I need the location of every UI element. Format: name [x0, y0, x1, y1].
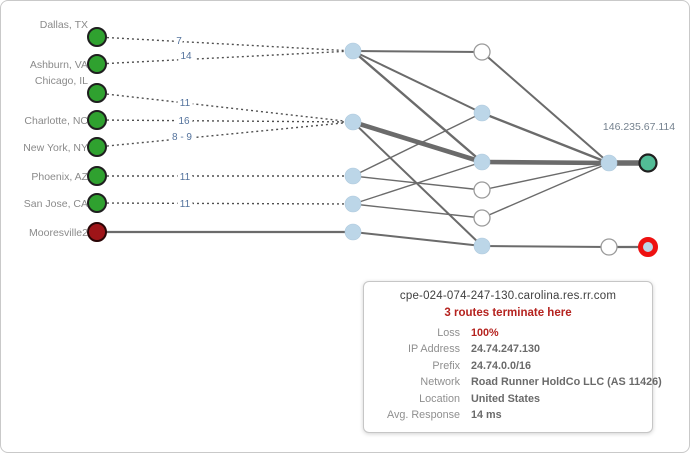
- tooltip-detail-rows: Loss 100% IP Address 24.74.247.130 Prefix 24.…: [374, 325, 662, 423]
- tooltip-row: Avg. Response 14 ms: [374, 407, 642, 423]
- hop-latency-label: 7: [176, 36, 182, 47]
- route-edge-hop-b1-hop-hub: [481, 51, 610, 164]
- hop-b3-node[interactable]: [473, 153, 491, 171]
- target-error-node[interactable]: [638, 237, 658, 257]
- source-label-src-ashburn: Ashburn, VA: [30, 59, 88, 71]
- src-chicago-node[interactable]: [87, 83, 107, 103]
- route-edge-hop-a4-hop-b5: [352, 203, 483, 219]
- source-label-src-mooresville: Mooresville2: [29, 227, 88, 239]
- hop-b6-node[interactable]: [473, 237, 491, 255]
- hop-a2-node[interactable]: [344, 113, 362, 131]
- route-edge-src-chicago-hop-a2: [96, 92, 354, 123]
- destination-ip-label: 146.235.67.114: [603, 121, 675, 133]
- tooltip-row-label: Prefix: [432, 359, 460, 372]
- tooltip-row-value: 14 ms: [471, 409, 502, 422]
- target-main-node[interactable]: [638, 153, 658, 173]
- hop-a5-node[interactable]: [344, 223, 362, 241]
- hop-latency-label: 14: [180, 51, 192, 62]
- tooltip-row-value: 100%: [471, 327, 499, 339]
- src-dallas-node[interactable]: [87, 27, 107, 47]
- src-newyork-node[interactable]: [87, 137, 107, 157]
- tooltip-row-label: Avg. Response: [386, 409, 460, 422]
- route-edge-hop-a3-hop-b2: [352, 112, 483, 177]
- tooltip-row-label: IP Address: [407, 343, 460, 356]
- hop-latency-label: 11: [180, 98, 191, 109]
- source-label-src-dallas: Dallas, TX: [40, 19, 88, 31]
- route-edge-hop-b6-hop-w3: [481, 245, 610, 248]
- src-ashburn-node[interactable]: [87, 54, 107, 74]
- route-edge-src-newyork-hop-a2: [96, 121, 354, 148]
- route-edge-hop-a1-hop-b2: [352, 50, 483, 114]
- route-edge-src-ashburn-hop-a1: [96, 50, 354, 65]
- tooltip-row-value: 24.74.0.0/16: [471, 359, 532, 372]
- route-edge-hop-a1-hop-b1: [352, 50, 483, 53]
- route-edge-hop-b4-hop-hub: [481, 162, 610, 191]
- tooltip-row-value: 24.74.247.130: [471, 343, 541, 356]
- route-edge-hop-a2-hop-b3: [352, 119, 483, 165]
- hop-latency-label: 11: [180, 172, 191, 183]
- hop-latency-label: 16: [178, 116, 190, 127]
- hop-a4-node[interactable]: [344, 195, 362, 213]
- tooltip-row: Loss 100%: [374, 325, 642, 341]
- tooltip-row-value: Road Runner HoldCo LLC (AS 11426): [471, 376, 662, 389]
- source-label-src-charlotte: Charlotte, NC: [24, 115, 88, 127]
- route-edge-src-dallas-hop-a1: [96, 36, 354, 52]
- source-label-src-phoenix: Phoenix, AZ: [31, 171, 88, 183]
- hop-a1-node[interactable]: [344, 42, 362, 60]
- node-tooltip: cpe-024-074-247-130.carolina.res.rr.com …: [363, 281, 662, 434]
- tooltip-row-value: United States: [471, 392, 540, 405]
- tooltip-row: Location United States: [374, 391, 642, 407]
- route-edge-src-charlotte-hop-a2: [96, 119, 354, 123]
- route-edge-hop-a4-hop-b3: [352, 161, 483, 205]
- src-mooresville-node[interactable]: [87, 222, 107, 242]
- hop-b2-node[interactable]: [473, 104, 491, 122]
- src-phoenix-node[interactable]: [87, 166, 107, 186]
- source-label-src-newyork: New York, NY: [23, 142, 88, 154]
- hop-a3-node[interactable]: [344, 167, 362, 185]
- tooltip-terminate-warning: 3 routes terminate here: [444, 307, 572, 319]
- tooltip-row-label: Network: [420, 376, 460, 389]
- hop-latency-label: 11: [180, 199, 191, 210]
- tooltip-row: Prefix 24.74.0.0/16: [374, 358, 642, 374]
- source-label-src-sanjose: San Jose, CA: [24, 198, 88, 210]
- src-charlotte-node[interactable]: [87, 110, 107, 130]
- route-edge-hop-b3-hop-hub: [481, 159, 610, 166]
- tooltip-row-label: Loss: [437, 327, 460, 339]
- tooltip-hostname: cpe-024-074-247-130.carolina.res.rr.com: [399, 290, 617, 302]
- route-edge-hop-b5-hop-hub: [481, 162, 610, 219]
- hop-b1-node[interactable]: [473, 43, 491, 61]
- tooltip-row: Network Road Runner HoldCo LLC (AS 11426): [374, 374, 661, 390]
- route-edge-hop-a5-hop-b6: [352, 231, 483, 247]
- route-edge-hop-a2-hop-b6: [352, 121, 483, 247]
- tooltip-row-label: Location: [419, 392, 460, 405]
- hop-latency-label: 8 - 9: [172, 132, 192, 143]
- route-edge-hop-b2-hop-hub: [481, 111, 610, 165]
- source-label-src-chicago: Chicago, IL: [35, 75, 88, 87]
- hop-hub-node[interactable]: [600, 154, 618, 172]
- hop-b4-node[interactable]: [473, 181, 491, 199]
- src-sanjose-node[interactable]: [87, 193, 107, 213]
- route-edge-hop-a1-hop-b3: [352, 50, 483, 163]
- hop-b5-node[interactable]: [473, 209, 491, 227]
- tooltip-row: IP Address 24.74.247.130: [374, 341, 642, 357]
- route-edge-src-sanjose-hop-a4: [96, 202, 354, 205]
- hop-w3-node[interactable]: [600, 238, 618, 256]
